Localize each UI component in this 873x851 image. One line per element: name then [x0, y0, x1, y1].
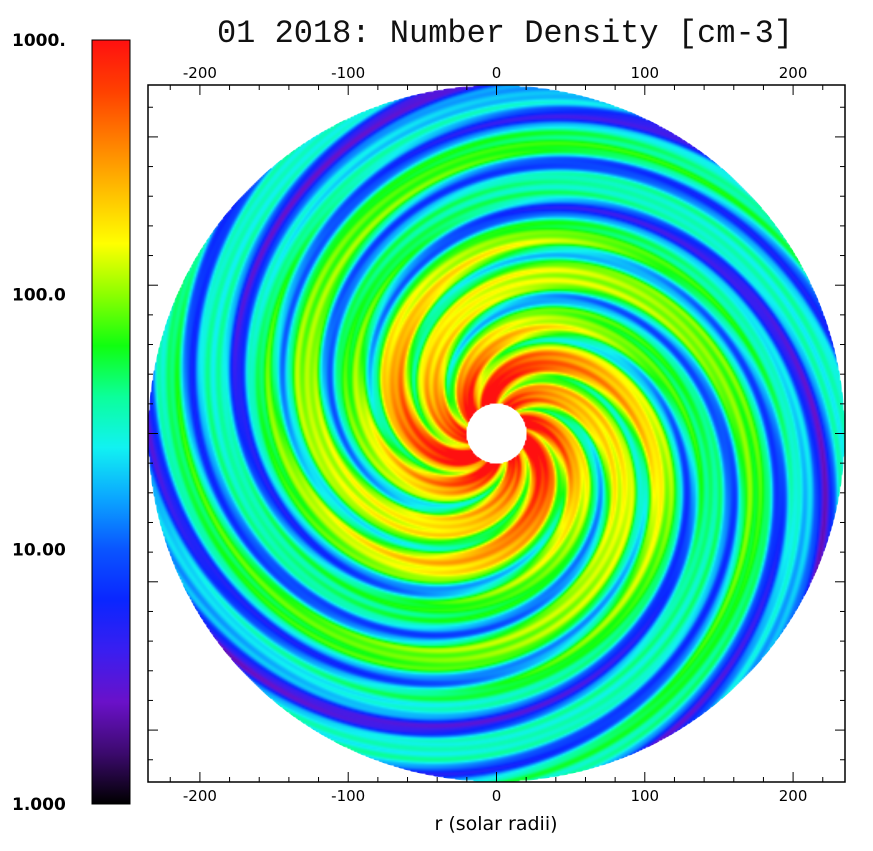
- x-tick-label-top: 200: [779, 64, 808, 82]
- x-tick-labels-bottom: -200 -100 0 100 200: [183, 787, 808, 805]
- x-tick-label-top: 100: [630, 64, 659, 82]
- colorbar-labels: 1000. 100.0 10.00 1.000: [12, 31, 66, 815]
- x-tick-label-bottom: -200: [183, 787, 217, 805]
- chart-title: 01 2018: Number Density [cm-3]: [217, 15, 793, 52]
- x-tick-label-bottom: 0: [492, 787, 502, 805]
- plot-area: -200 -100 0 100 200 -200 -100 0 100 200: [147, 64, 846, 805]
- x-tick-labels-top: -200 -100 0 100 200: [183, 64, 808, 82]
- x-axis-label: r (solar radii): [434, 813, 557, 835]
- colorbar-tick-label: 10.00: [12, 540, 66, 560]
- x-tick-label-top: -100: [331, 64, 365, 82]
- colorbar-tick-label: 1.000: [12, 795, 66, 815]
- inner-boundary-disk: [466, 403, 527, 464]
- axis-ticks: [148, 85, 845, 782]
- x-tick-label-bottom: 200: [779, 787, 808, 805]
- x-tick-label-top: 0: [492, 64, 502, 82]
- colorbar-tick-label: 100.0: [12, 286, 66, 306]
- colorbar: 1000. 100.0 10.00 1.000: [12, 31, 131, 815]
- colorbar-gradient: [91, 39, 131, 805]
- colorbar-tick-label: 1000.: [12, 31, 66, 51]
- x-tick-label-bottom: 100: [630, 787, 659, 805]
- x-tick-label-bottom: -100: [331, 787, 365, 805]
- x-tick-label-top: -200: [183, 64, 217, 82]
